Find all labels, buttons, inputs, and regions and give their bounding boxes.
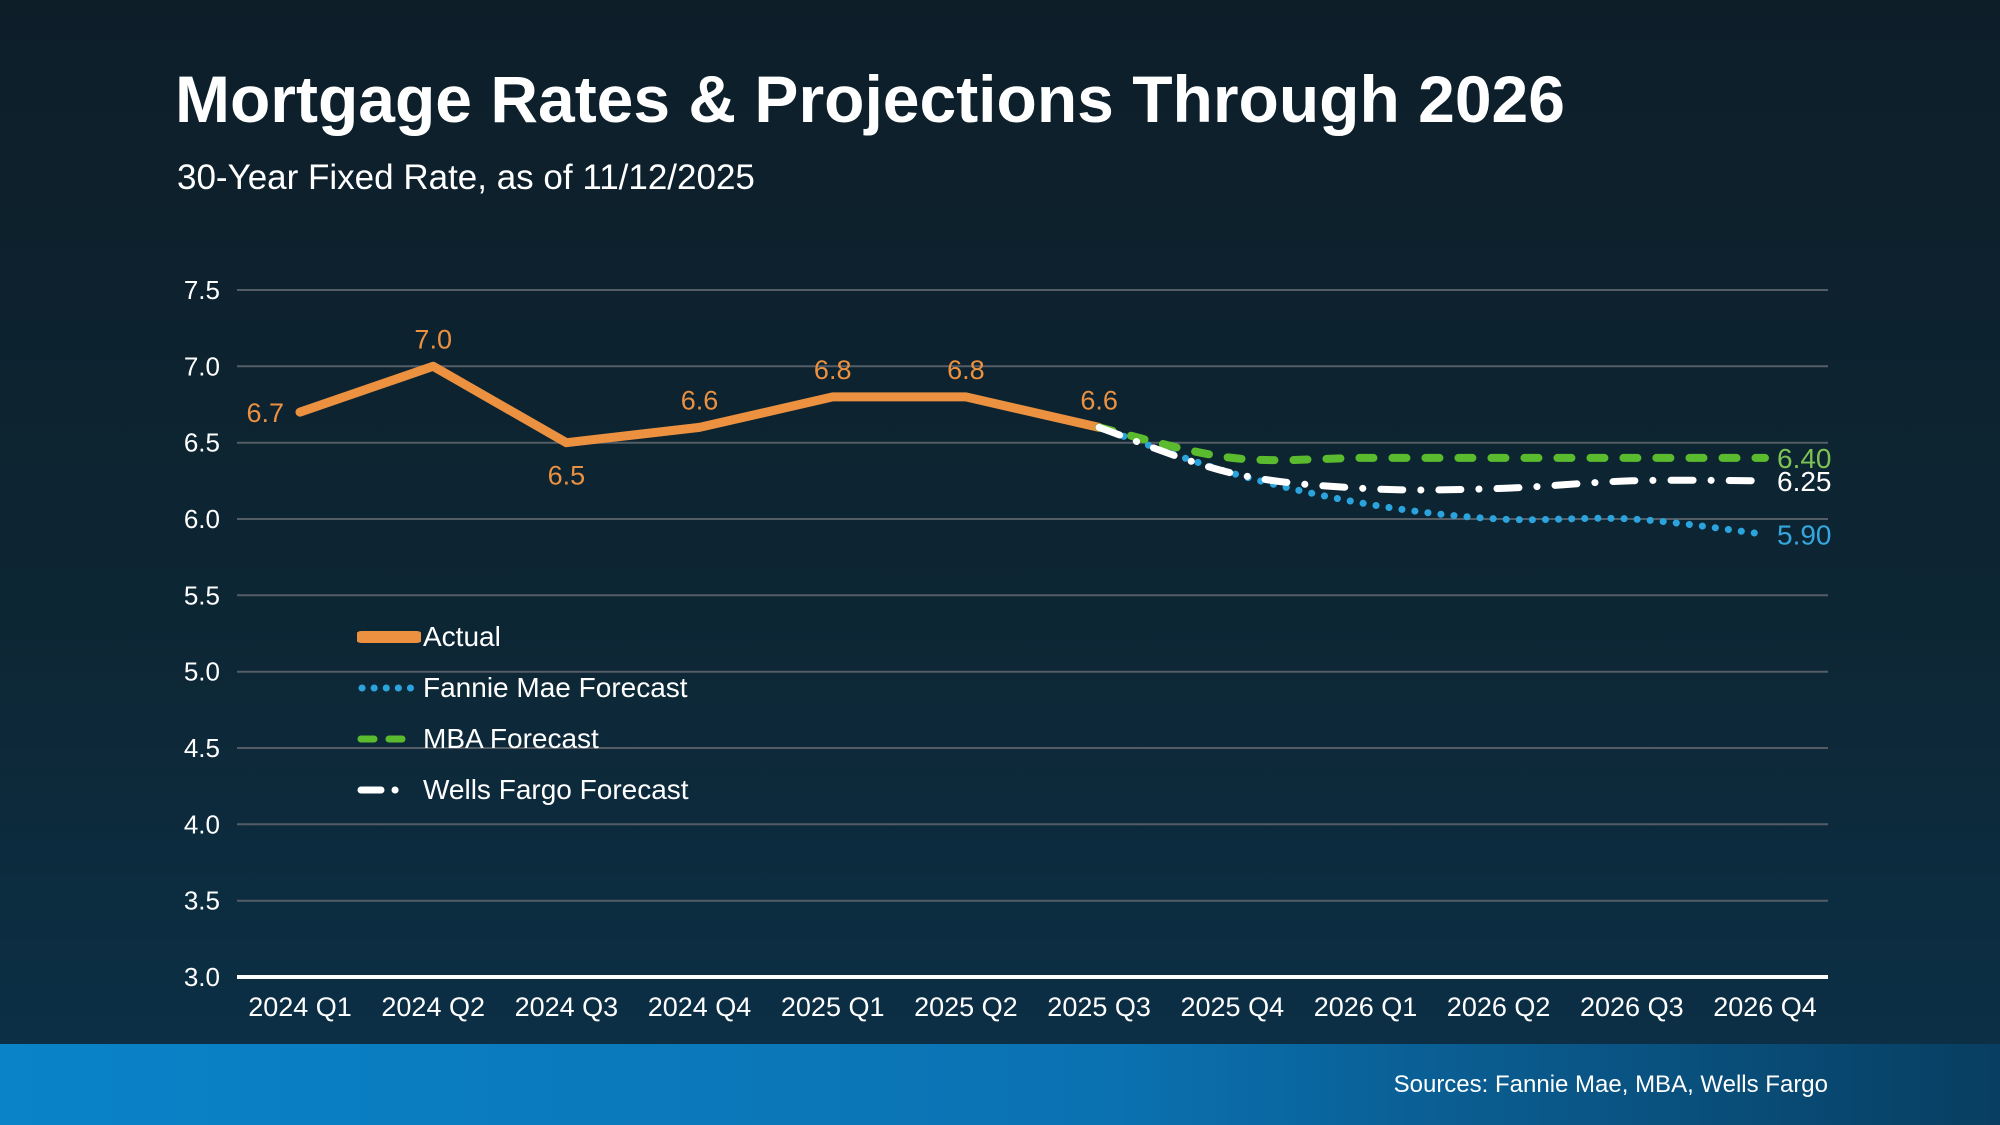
legend-swatch-actual [357,630,421,643]
series-fannie-mae-forecast: 5.90 [1095,423,1832,550]
legend-item-wells-fargo-forecast: Wells Fargo Forecast [357,764,689,815]
x-tick-label: 2024 Q1 [248,992,352,1022]
end-label-wells-fargo-forecast: 6.25 [1777,466,1832,497]
series-mba-forecast: 6.40 [1095,423,1832,474]
x-tick-label: 2025 Q1 [781,992,885,1022]
legend-label: MBA Forecast [423,722,599,754]
y-tick-label: 5.0 [184,657,220,687]
point-label: 6.8 [814,355,852,385]
x-tick-label: 2025 Q3 [1047,992,1151,1022]
sources-text: Sources: Fannie Mae, MBA, Wells Fargo [1393,1070,1828,1098]
x-tick-label: 2024 Q3 [515,992,619,1022]
point-label: 6.6 [681,385,719,415]
x-tick-label: 2025 Q2 [914,992,1018,1022]
series-actual: 6.7 7.0 6.5 6.6 6.8 6.8 6.6 [246,324,1117,490]
chart-legend: Actual Fannie Mae Forecast MBA Forecast Wel… [357,611,689,815]
series-line-wells-fargo-forecast [1095,423,1769,494]
legend-label: Actual [423,620,501,652]
point-label: 6.6 [1080,385,1118,415]
y-tick-label: 6.0 [184,504,220,534]
series-line-actual [295,361,1104,448]
y-axis-labels: 7.5 7.0 6.5 6.0 5.5 5.0 4.5 4.0 3.5 3.0 [184,275,220,992]
x-tick-label: 2026 Q1 [1314,992,1418,1022]
footer-bar: Sources: Fannie Mae, MBA, Wells Fargo [0,1044,2000,1125]
series-wells-fargo-forecast: 6.25 [1095,423,1832,497]
series-line-fannie-mae-forecast [1095,423,1769,538]
y-tick-label: 3.5 [184,886,220,916]
y-tick-label: 6.5 [184,428,220,458]
legend-item-mba-forecast: MBA Forecast [357,713,689,764]
y-tick-label: 7.0 [184,351,220,381]
x-tick-label: 2025 Q4 [1181,992,1285,1022]
legend-swatch-fannie-mae-forecast [358,684,419,691]
point-label: 6.7 [246,398,284,428]
x-axis-labels: 2024 Q1 2024 Q2 2024 Q3 2024 Q4 2025 Q1 2025 … [248,992,1817,1022]
page-subtitle: 30-Year Fixed Rate, as of 11/12/2025 [177,158,755,197]
legend-item-fannie-mae-forecast: Fannie Mae Forecast [357,662,689,713]
series-line-mba-forecast [1095,423,1769,465]
y-tick-label: 3.0 [184,962,220,992]
legend-swatch-wells-fargo-forecast [357,786,419,793]
x-tick-label: 2026 Q2 [1447,992,1551,1022]
point-label: 7.0 [414,324,452,354]
y-gridlines [237,289,1828,979]
y-tick-label: 4.0 [184,809,220,839]
legend-item-actual: Actual [357,611,689,662]
y-tick-label: 5.5 [184,580,220,610]
y-tick-label: 7.5 [184,275,220,305]
x-tick-label: 2024 Q2 [381,992,485,1022]
point-label: 6.5 [548,461,586,491]
end-label-fannie-mae-forecast: 5.90 [1777,519,1832,550]
x-tick-label: 2026 Q4 [1713,992,1817,1022]
legend-swatch-mba-forecast [357,735,421,742]
legend-label: Fannie Mae Forecast [423,671,688,703]
legend-label: Wells Fargo Forecast [423,773,689,805]
x-tick-label: 2026 Q3 [1580,992,1684,1022]
page-title: Mortgage Rates & Projections Through 202… [175,62,1565,136]
y-tick-label: 4.5 [184,733,220,763]
end-label-mba-forecast: 6.40 [1777,443,1832,474]
point-label: 6.8 [947,355,985,385]
x-tick-label: 2024 Q4 [648,992,752,1022]
